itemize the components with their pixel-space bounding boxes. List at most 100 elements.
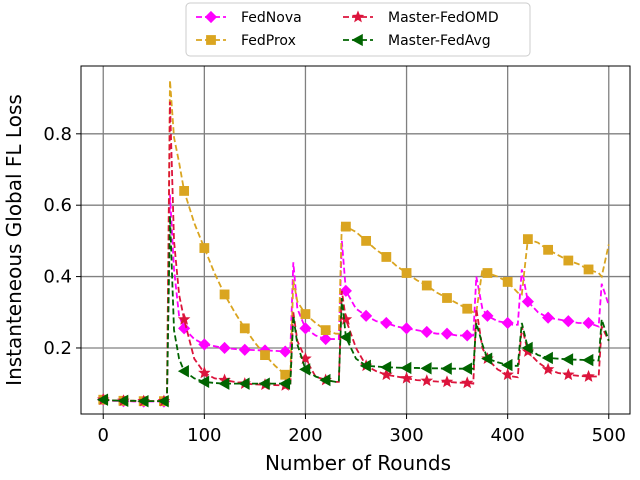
data-point-master-fedomd [339, 312, 353, 325]
data-point-master-fedavg [319, 373, 331, 387]
data-point-fedprox [522, 234, 533, 245]
data-point-fednova [521, 295, 534, 308]
data-point-fedprox [179, 186, 190, 196]
data-point-fedprox [320, 325, 331, 336]
y-tick-label: 0.6 [43, 195, 72, 216]
data-point-fednova [319, 332, 332, 346]
data-point-master-fedavg [218, 377, 230, 390]
legend-label: Master-FedAvg [388, 33, 491, 49]
legend-marker-master-fedavg [351, 33, 363, 47]
data-point-fednova [339, 284, 352, 297]
data-point-master-fedomd [177, 312, 191, 325]
data-point-fednova [501, 316, 514, 330]
x-axis-label: Number of Rounds [265, 451, 451, 475]
series-line-fedprox [103, 80, 610, 403]
series-master-fedavg [96, 215, 610, 408]
data-point-master-fedavg [278, 377, 291, 390]
data-point-fednova [440, 327, 454, 340]
data-point-fedprox [280, 369, 291, 380]
data-point-master-fedomd [198, 366, 211, 379]
data-point-fednova [481, 309, 494, 322]
data-point-fedprox [482, 268, 493, 278]
data-point-fednova [299, 322, 312, 335]
data-point-master-fedavg [420, 362, 432, 375]
data-point-fedprox [340, 221, 351, 232]
legend-marker-fednova [204, 10, 218, 24]
data-point-master-fedavg [339, 331, 351, 344]
data-point-fedprox [442, 293, 452, 303]
data-point-master-fedomd [562, 368, 575, 381]
data-point-fednova [238, 343, 251, 356]
data-point-fedprox [563, 255, 574, 266]
y-tick-label: 0.2 [43, 338, 72, 359]
legend-marker-master-fedomd [351, 10, 365, 23]
data-point-fedprox [361, 235, 372, 246]
grid [81, 66, 630, 414]
legend-item-fednova: FedNova [196, 10, 302, 26]
data-point-fedprox [583, 264, 594, 275]
data-point-master-fedavg [400, 361, 412, 375]
data-point-fednova [400, 322, 413, 335]
data-point-master-fedavg [117, 394, 129, 407]
data-point-master-fedavg [582, 353, 594, 367]
data-point-master-fedavg [440, 362, 452, 375]
data-point-master-fedomd [582, 369, 595, 382]
legend-label: FedNova [241, 10, 302, 26]
data-point-master-fedavg [521, 341, 533, 355]
data-point-master-fedomd [460, 376, 474, 389]
data-point-master-fedomd [501, 368, 514, 381]
data-point-fednova [279, 345, 292, 358]
legend-item-master-fedomd: Master-FedOMD [343, 10, 499, 26]
data-point-master-fedavg [198, 375, 210, 389]
data-point-fednova [542, 311, 555, 324]
series-line-master-fedomd [103, 101, 610, 403]
legend-label: FedProx [241, 33, 296, 49]
data-point-master-fedavg [359, 359, 371, 372]
data-point-master-fedavg [562, 353, 574, 366]
data-point-fednova [562, 315, 575, 328]
legend-marker-fedprox [206, 35, 216, 45]
legend: FedNova FedProx Master-FedOMD Master-FedAvg [185, 2, 531, 57]
data-point-master-fedavg [177, 364, 189, 378]
data-point-fedprox [381, 252, 392, 262]
data-point-fednova [360, 309, 373, 322]
y-tick-label: 0.4 [43, 267, 72, 288]
series-fedprox [98, 80, 610, 407]
data-point-master-fedavg [238, 377, 250, 390]
data-point-master-fedavg [157, 394, 169, 408]
x-tick-label: 200 [288, 425, 322, 446]
data-point-fednova [198, 338, 211, 351]
legend-label: Master-FedOMD [388, 10, 499, 26]
data-point-master-fedomd [380, 368, 393, 381]
data-point-master-fedavg [501, 358, 513, 372]
series-layer [96, 80, 610, 408]
data-point-master-fedavg [299, 363, 311, 376]
plot-frame [80, 65, 631, 415]
data-point-fednova [461, 329, 474, 342]
data-point-fednova [582, 316, 595, 330]
data-point-master-fedavg [96, 393, 109, 406]
x-tick-label: 300 [389, 425, 423, 446]
legend-item-master-fedavg: Master-FedAvg [343, 33, 491, 49]
x-tick-label: 500 [592, 425, 626, 446]
data-point-fedprox [421, 280, 432, 291]
series-line-master-fedavg [103, 215, 610, 403]
data-point-fedprox [260, 350, 270, 361]
x-tick-label: 100 [187, 425, 221, 446]
legend-item-fedprox: FedProx [196, 33, 296, 49]
data-point-master-fedomd [420, 374, 434, 387]
x-tick-label: 400 [490, 425, 524, 446]
legend-box [185, 2, 531, 57]
y-axis-label: Instanteneous Global FL Loss [2, 94, 26, 386]
data-point-fednova [380, 316, 393, 330]
data-point-master-fedavg [380, 361, 392, 374]
x-tick-label: 0 [98, 425, 109, 446]
data-point-master-fedavg [258, 377, 270, 390]
ticks: 0 100 200 300 400 500 0.2 0.4 0.6 0.8 [43, 124, 626, 446]
data-point-fedprox [462, 303, 473, 314]
y-tick-label: 0.8 [43, 124, 72, 145]
data-point-master-fedavg [460, 362, 473, 375]
data-point-master-fedavg [137, 394, 149, 408]
series-master-fedomd [96, 101, 610, 407]
